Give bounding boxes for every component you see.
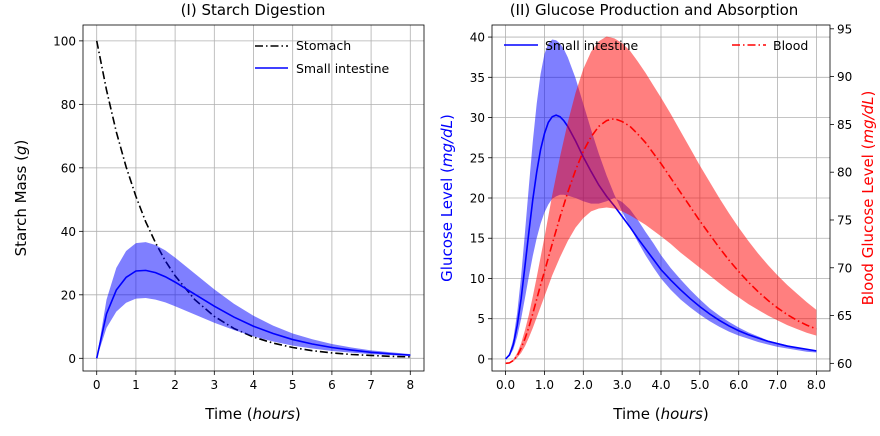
legend-label-stomach: Stomach xyxy=(296,38,351,53)
x-tick-label: 1.0 xyxy=(535,378,554,392)
x-tick-label: 8 xyxy=(406,378,414,392)
panel1-y-label-end: ) xyxy=(12,140,30,146)
panel2-x-axis-label: Time (hours) xyxy=(612,405,708,423)
glucose-panel: (II) Glucose Production and Absorption 0… xyxy=(438,1,877,423)
panel2-x-ticks: 0.0 1.0 2.0 3.0 4.0 5.0 6.0 7.0 8.0 xyxy=(496,371,826,392)
panel2-y-label-end: ) xyxy=(438,114,456,120)
y2-tick-label: 70 xyxy=(837,261,852,275)
y-tick-label: 10 xyxy=(470,272,485,286)
panel2-y-label-var: mg/dL xyxy=(438,120,456,167)
x-tick-label: 6.0 xyxy=(729,378,748,392)
panel2-x-label-main: Time ( xyxy=(612,405,660,423)
panel2-y2-label-main: Blood Glucose Level ( xyxy=(859,144,877,306)
x-tick-label: 7.0 xyxy=(768,378,787,392)
panel2-right-y-axis-label: Blood Glucose Level (mg/dL) xyxy=(859,91,877,306)
starch-digestion-panel: (I) Starch Digestion 0 1 2 3 4 5 6 7 8 0 20 40 60 80… xyxy=(12,1,425,423)
y2-tick-label: 80 xyxy=(837,166,852,180)
y2-tick-label: 75 xyxy=(837,213,852,227)
x-tick-label: 6 xyxy=(328,378,336,392)
panel2-left-y-axis-label: Glucose Level (mg/dL) xyxy=(438,114,456,282)
x-tick-label: 0.0 xyxy=(496,378,515,392)
y-tick-label: 0 xyxy=(68,352,76,366)
panel1-series xyxy=(95,40,411,359)
small-intestine-uncertainty-band xyxy=(96,242,411,359)
panel2-x-label-end: ) xyxy=(703,405,709,423)
x-tick-label: 1 xyxy=(132,378,140,392)
panel1-x-label-end: ) xyxy=(295,405,301,423)
panel1-y-label-var: g xyxy=(12,145,30,155)
legend-label-small-intestine: Small intestine xyxy=(296,61,389,76)
y-tick-label: 15 xyxy=(470,232,485,246)
panel1-x-label-main: Time ( xyxy=(204,405,252,423)
blood-line xyxy=(505,117,817,365)
panel2-y-label-main: Glucose Level ( xyxy=(438,167,456,282)
y-tick-label: 80 xyxy=(61,98,76,112)
y-tick-label: 5 xyxy=(477,312,485,326)
panel2-y2-label-var: mg/dL xyxy=(859,96,877,143)
x-tick-label: 8.0 xyxy=(807,378,826,392)
legend-label-small-intestine-glucose: Small intestine xyxy=(545,38,638,53)
panel1-legend: Stomach Small intestine xyxy=(255,38,389,76)
x-tick-label: 7 xyxy=(367,378,375,392)
y-tick-label: 40 xyxy=(470,31,485,45)
panel2-y2-label-end: ) xyxy=(859,91,877,97)
y-tick-label: 0 xyxy=(477,352,485,366)
y2-tick-label: 60 xyxy=(837,357,852,371)
panel2-legend: Small intestine Blood xyxy=(504,38,808,53)
panel1-x-axis-label: Time (hours) xyxy=(204,405,300,423)
small-intestine-line xyxy=(95,269,411,359)
x-tick-label: 5.0 xyxy=(690,378,709,392)
panel1-y-label-main: Starch Mass ( xyxy=(12,155,30,256)
panel1-x-label-var: hours xyxy=(253,405,295,423)
panel2-series xyxy=(505,36,817,365)
panel1-y-axis-label: Starch Mass (g) xyxy=(12,140,30,257)
x-tick-label: 2 xyxy=(171,378,179,392)
x-tick-label: 3 xyxy=(210,378,218,392)
x-tick-label: 3.0 xyxy=(613,378,632,392)
y2-tick-label: 85 xyxy=(837,118,852,132)
legend-label-blood: Blood xyxy=(773,38,808,53)
panel2-title: (II) Glucose Production and Absorption xyxy=(510,1,799,19)
y2-tick-label: 95 xyxy=(837,22,852,36)
y-tick-label: 20 xyxy=(61,288,76,302)
y2-tick-label: 90 xyxy=(837,70,852,84)
x-tick-label: 2.0 xyxy=(574,378,593,392)
x-tick-label: 5 xyxy=(289,378,297,392)
y-tick-label: 30 xyxy=(470,111,485,125)
panel2-right-y-ticks: 60 65 70 75 80 85 90 95 xyxy=(830,22,852,371)
panel1-x-ticks: 0 1 2 3 4 5 6 7 8 xyxy=(93,371,414,392)
panel1-y-ticks: 0 20 40 60 80 100 xyxy=(53,34,83,366)
panel1-title: (I) Starch Digestion xyxy=(181,1,326,19)
x-tick-label: 4 xyxy=(250,378,258,392)
panel2-left-y-ticks: 0 5 10 15 20 25 30 35 40 xyxy=(470,31,492,366)
y-tick-label: 40 xyxy=(61,225,76,239)
x-tick-label: 4.0 xyxy=(651,378,670,392)
y-tick-label: 35 xyxy=(470,71,485,85)
y-tick-label: 60 xyxy=(61,161,76,175)
panel2-x-label-var: hours xyxy=(661,405,703,423)
y-tick-label: 25 xyxy=(470,151,485,165)
y-tick-label: 100 xyxy=(53,34,76,48)
y-tick-label: 20 xyxy=(470,192,485,206)
blood-uncertainty-band xyxy=(505,36,817,364)
x-tick-label: 0 xyxy=(93,378,101,392)
y2-tick-label: 65 xyxy=(837,309,852,323)
